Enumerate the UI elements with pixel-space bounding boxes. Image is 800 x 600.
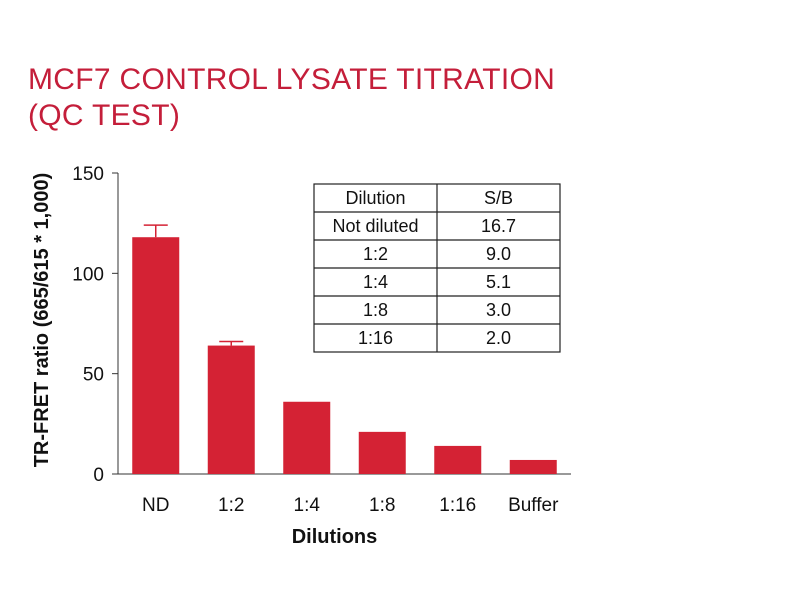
x-tick-label: 1:4 (294, 495, 321, 516)
chart-title: MCF7 CONTROL LYSATE TITRATION (QC TEST) (28, 62, 588, 134)
x-axis-title: Dilutions (292, 526, 378, 548)
x-tick-label: 1:8 (369, 495, 395, 516)
x-tick-label: 1:2 (218, 495, 244, 516)
x-tick-label: ND (142, 495, 169, 516)
y-axis-title: TR-FRET ratio (665/615 * 1,000) (31, 173, 53, 468)
table-cell: 16.7 (481, 216, 516, 236)
table-header-cell: S/B (484, 188, 513, 208)
chart-title-line-1: MCF7 CONTROL LYSATE TITRATION (28, 63, 556, 96)
chart-title-line-2: (QC TEST) (28, 99, 181, 132)
table-cell: 1:8 (363, 300, 388, 320)
table-header-cell: Dilution (345, 188, 405, 208)
table-cell: 1:16 (358, 328, 393, 348)
bar-1-16 (434, 445, 482, 474)
bar-buffer (509, 459, 557, 474)
y-tick-label: 150 (72, 164, 104, 185)
table-cell: 1:4 (363, 272, 388, 292)
table-cell: 3.0 (486, 300, 511, 320)
bar-1-8 (358, 431, 406, 474)
table-cell: 1:2 (363, 244, 388, 264)
table-cell: 9.0 (486, 244, 511, 264)
bar-1-4 (283, 401, 331, 474)
y-tick-label: 50 (83, 365, 104, 386)
table-cell: Not diluted (332, 216, 418, 236)
bar-nd (132, 237, 180, 474)
y-tick-label: 100 (72, 264, 104, 285)
table-cell: 2.0 (486, 328, 511, 348)
bar-1-2 (207, 345, 255, 474)
y-tick-label: 0 (93, 465, 104, 486)
x-tick-label: 1:16 (439, 495, 476, 516)
table-cell: 5.1 (486, 272, 511, 292)
x-tick-label: Buffer (508, 495, 559, 516)
